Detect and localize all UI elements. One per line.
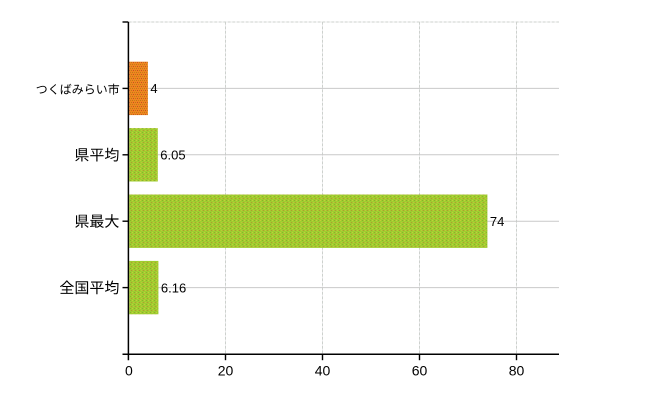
svg-text:40: 40: [315, 362, 331, 378]
svg-text:6.16: 6.16: [161, 280, 186, 295]
svg-text:6.05: 6.05: [160, 148, 185, 163]
svg-text:20: 20: [218, 362, 234, 378]
svg-text:4: 4: [150, 81, 157, 96]
svg-text:80: 80: [509, 362, 525, 378]
svg-text:0: 0: [125, 362, 133, 378]
svg-text:74: 74: [490, 214, 504, 229]
svg-text:60: 60: [412, 362, 428, 378]
